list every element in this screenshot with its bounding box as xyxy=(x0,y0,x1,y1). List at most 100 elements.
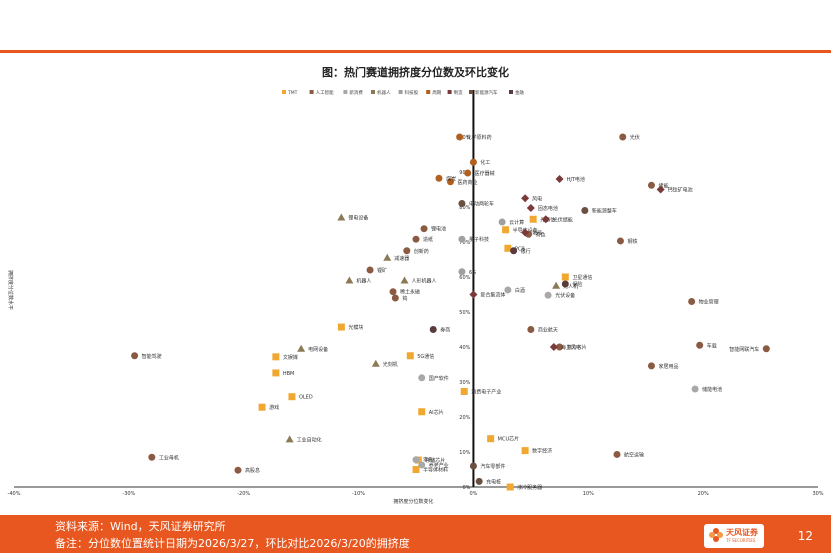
data-point xyxy=(458,235,466,243)
data-point xyxy=(400,276,409,284)
data-point xyxy=(458,268,466,276)
y-tick-label: 60% xyxy=(459,275,470,281)
point-label: 液冷服务器 xyxy=(517,484,542,491)
point-label: 造纸 xyxy=(423,236,433,243)
legend-swatch xyxy=(343,90,348,94)
data-point xyxy=(506,483,514,491)
point-label: 券商 xyxy=(440,327,450,334)
data-point xyxy=(469,290,478,299)
legend-swatch xyxy=(309,90,314,94)
data-point xyxy=(647,181,655,189)
data-point xyxy=(616,237,624,245)
brand-subtitle: TF SECURITIES xyxy=(726,538,756,543)
data-point xyxy=(521,194,530,203)
y-tick-label: 50% xyxy=(459,310,470,316)
point-label: 工业母机 xyxy=(159,454,179,461)
point-label: 物业管理 xyxy=(699,299,719,306)
data-point xyxy=(696,341,704,349)
data-point xyxy=(366,266,374,274)
data-point xyxy=(389,288,397,296)
point-label: 白酒 xyxy=(515,287,525,294)
legend-label: 机器人 xyxy=(377,89,391,96)
legend-swatch xyxy=(282,90,286,94)
legend-label: 新能源汽车 xyxy=(475,89,498,96)
point-label: 锂矿 xyxy=(377,267,387,274)
data-point xyxy=(544,291,552,299)
data-point xyxy=(258,403,266,411)
legend-swatch xyxy=(447,90,452,94)
data-point xyxy=(420,225,428,233)
point-label: 光伏储能 xyxy=(553,216,573,223)
data-point xyxy=(418,461,426,469)
data-point xyxy=(581,207,589,214)
data-point xyxy=(498,218,506,226)
data-point xyxy=(435,174,443,182)
point-label: 光伏 xyxy=(630,134,640,141)
point-label: 无人机 xyxy=(563,283,578,290)
data-point xyxy=(418,408,426,416)
point-label: 半导体材料 xyxy=(423,467,448,474)
point-label: 电动两轮车 xyxy=(469,201,494,208)
y-tick-label: 40% xyxy=(459,345,470,351)
x-tick-label: -10% xyxy=(352,491,365,497)
legend-label: 周期 xyxy=(432,90,441,96)
point-label: 充电桩 xyxy=(486,478,501,485)
x-tick-label: 0% xyxy=(469,491,477,497)
point-label: 医药商业 xyxy=(457,179,477,186)
data-point xyxy=(458,200,466,207)
point-label: 智能驾驶 xyxy=(142,353,162,360)
page-number: 12 xyxy=(797,529,813,543)
data-point xyxy=(460,387,468,395)
data-point xyxy=(504,244,512,252)
data-point xyxy=(371,359,380,367)
point-label: 化学原料药 xyxy=(467,134,492,141)
legend-label: TMT xyxy=(287,90,298,96)
data-point xyxy=(552,281,561,289)
point-label: 创新药 xyxy=(414,248,429,255)
data-point xyxy=(288,393,296,401)
x-tick-label: -30% xyxy=(122,491,135,497)
point-label: 减速器 xyxy=(394,255,409,262)
data-point xyxy=(526,204,535,213)
data-point xyxy=(412,235,420,243)
point-label: 家居用品 xyxy=(658,363,678,370)
data-point xyxy=(272,353,280,361)
data-point xyxy=(656,185,665,194)
point-label: 储能电池 xyxy=(702,386,722,393)
point-label: 数字经济 xyxy=(532,448,552,455)
point-label: 文娱媒 xyxy=(283,354,298,361)
point-label: 医疗器械 xyxy=(475,170,495,177)
source-text: 资料来源：Wind，天风证券研究所 xyxy=(55,520,226,533)
point-label: 钨 xyxy=(402,295,407,302)
legend-swatch xyxy=(371,90,375,94)
data-point xyxy=(555,175,564,183)
point-label: 光模块 xyxy=(348,324,363,331)
data-point xyxy=(688,298,696,305)
data-point xyxy=(234,466,242,474)
point-label: 新能源整车 xyxy=(592,208,617,215)
point-label: HJT电池 xyxy=(567,176,585,183)
legend-swatch xyxy=(469,90,473,94)
data-point xyxy=(337,323,345,331)
legend-label: 科技股 xyxy=(405,89,419,96)
point-label: 风电 xyxy=(532,195,542,202)
data-point xyxy=(487,435,495,443)
data-point xyxy=(429,326,437,333)
point-label: 云计算 xyxy=(509,219,524,226)
point-label: 零售 xyxy=(423,457,433,464)
legend-swatch xyxy=(398,90,403,94)
y-tick-label: 10% xyxy=(459,450,470,456)
point-label: 银行 xyxy=(521,248,531,255)
point-label: 人形机器人 xyxy=(412,278,437,285)
data-point xyxy=(613,450,621,458)
point-label: 工业自动化 xyxy=(297,436,322,443)
point-label: 钢铁 xyxy=(627,238,637,245)
note-text: 备注：分位数位置统计日期为2026/3/27，环比对比2026/3/20的拥挤度 xyxy=(55,537,410,550)
footer-bar xyxy=(0,515,831,553)
data-point xyxy=(403,247,411,255)
data-point xyxy=(647,362,655,370)
point-label: 钙钛矿电池 xyxy=(668,187,693,194)
point-label: 机器人 xyxy=(356,278,371,285)
data-point xyxy=(504,286,512,294)
point-label: 有色 xyxy=(536,231,546,238)
